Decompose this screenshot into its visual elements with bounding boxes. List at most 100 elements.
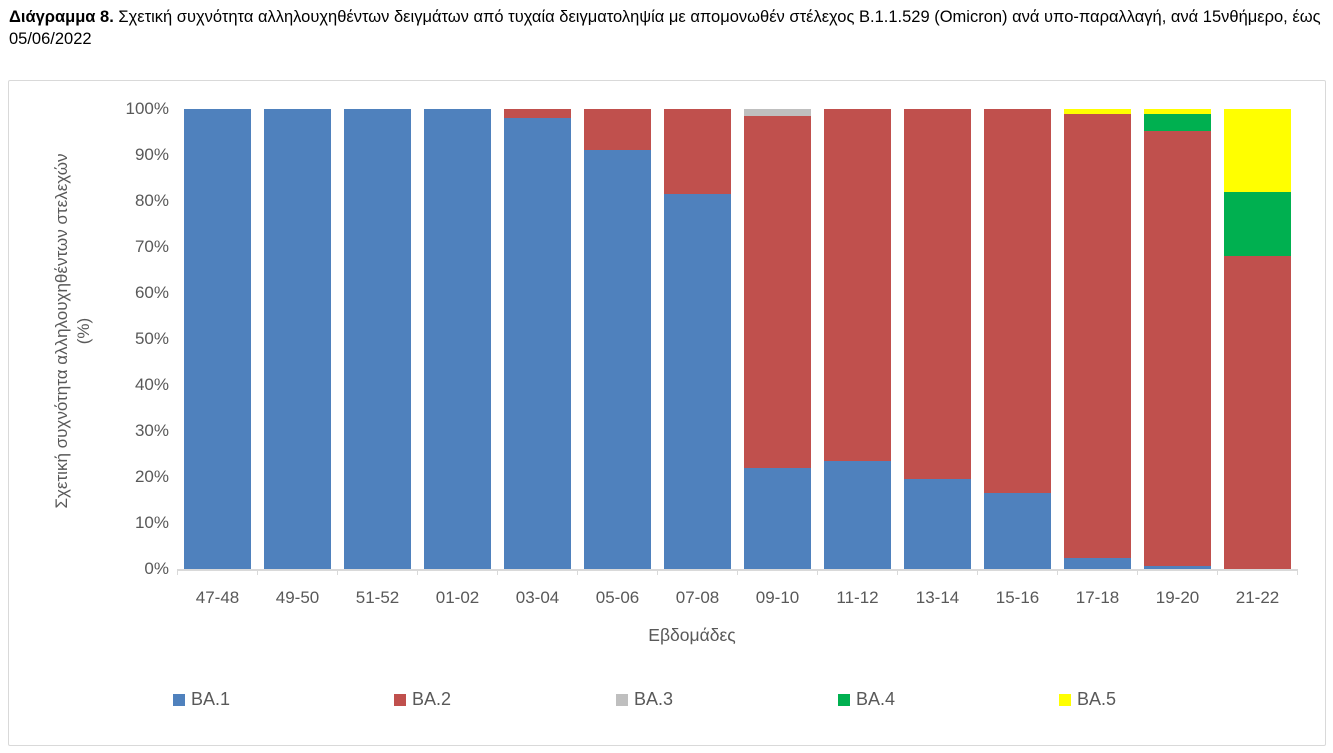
- figure-number: Διάγραμμα 8.: [9, 8, 114, 26]
- bar-21-22: [1224, 109, 1291, 569]
- legend-item-BA.5: BA.5: [1059, 689, 1116, 710]
- y-tick-label-50%: 50%: [134, 329, 169, 348]
- bar-09-10: [744, 109, 811, 569]
- x-axis-tickmark: [337, 571, 338, 575]
- legend-label-BA.4: BA.4: [856, 689, 896, 709]
- bar-segment-BA.1: [344, 109, 411, 569]
- legend: BA.1 BA.2 BA.3 BA.4 BA.5: [9, 689, 1325, 717]
- legend-label-BA.2: BA.2: [412, 689, 452, 709]
- bar-03-04: [504, 109, 571, 569]
- x-tick-label-05-06: 05-06: [595, 588, 640, 607]
- y-tick-label-30%: 30%: [134, 421, 169, 440]
- bar-segment-BA.2: [984, 109, 1051, 494]
- bar-11-12: [824, 109, 891, 569]
- x-axis-tickmark: [977, 571, 978, 575]
- bar-05-06: [584, 109, 651, 569]
- bar-segment-BA.1: [1144, 565, 1211, 569]
- bar-segment-BA.2: [824, 109, 891, 461]
- x-tick-label-47-48: 47-48: [195, 588, 240, 607]
- plot-area: [177, 109, 1298, 571]
- x-tick-label-09-10: 09-10: [755, 588, 800, 607]
- legend-marker-BA.1: [173, 693, 185, 706]
- x-tick-label-51-52: 51-52: [355, 588, 400, 607]
- y-tick-label-20%: 20%: [134, 467, 169, 486]
- x-axis-tickmark: [657, 571, 658, 575]
- bar-segment-BA.2: [584, 109, 651, 151]
- y-tick-label-100%: 100%: [125, 99, 169, 118]
- legend-label-BA.1: BA.1: [191, 689, 231, 709]
- x-axis-tickmark: [577, 571, 578, 575]
- x-axis-labels: 47-48 49-50 51-52 01-02 03-04 05-06 07-08 09-10…: [177, 587, 1298, 611]
- legend-marker-BA.5: [1059, 693, 1071, 706]
- bar-segment-BA.1: [744, 467, 811, 569]
- x-axis-tickmark: [1297, 571, 1298, 575]
- bar-segment-BA.1: [904, 479, 971, 569]
- legend-item-BA.2: BA.2: [394, 689, 451, 710]
- bar-segment-BA.2: [664, 109, 731, 195]
- x-axis-tickmark: [1057, 571, 1058, 575]
- bar-segment-BA.1: [424, 109, 491, 569]
- x-axis-tickmark: [737, 571, 738, 575]
- x-axis-tickmark: [1137, 571, 1138, 575]
- legend-label-BA.3: BA.3: [634, 689, 674, 709]
- bar-segment-BA.1: [824, 460, 891, 569]
- bar-segment-BA.1: [504, 118, 571, 569]
- bar-segment-BA.3: [744, 109, 811, 116]
- legend-label-BA.5: BA.5: [1077, 689, 1117, 709]
- x-axis-tickmark: [177, 571, 178, 575]
- bar-49-50: [264, 109, 331, 569]
- bar-17-18: [1064, 109, 1131, 569]
- bar-01-02: [424, 109, 491, 569]
- bar-segment-BA.1: [584, 150, 651, 569]
- x-tick-label-19-20: 19-20: [1155, 588, 1200, 607]
- bar-segment-BA.5: [1224, 109, 1291, 192]
- x-tick-label-03-04: 03-04: [515, 588, 560, 607]
- x-tick-label-17-18: 17-18: [1075, 588, 1120, 607]
- bar-segment-BA.5: [1144, 109, 1211, 114]
- x-axis-tickmark: [497, 571, 498, 575]
- bar-19-20: [1144, 109, 1211, 569]
- bar-segment-BA.2: [1144, 131, 1211, 566]
- legend-item-BA.4: BA.4: [838, 689, 895, 710]
- bar-segment-BA.2: [744, 115, 811, 468]
- x-tick-label-13-14: 13-14: [915, 588, 960, 607]
- bar-07-08: [664, 109, 731, 569]
- bar-13-14: [904, 109, 971, 569]
- legend-marker-BA.3: [616, 693, 628, 706]
- bar-segment-BA.2: [1224, 256, 1291, 569]
- bar-47-48: [184, 109, 251, 569]
- x-axis-title: Εβδομάδες: [648, 625, 736, 645]
- y-tick-label-90%: 90%: [134, 145, 169, 164]
- x-tick-label-01-02: 01-02: [435, 588, 480, 607]
- bar-segment-BA.5: [1064, 109, 1131, 114]
- y-axis-ticks: 0% 10% 20% 30% 40% 50% 60% 70% 80% 90% 100%: [9, 99, 169, 578]
- x-axis-tickmark: [897, 571, 898, 575]
- bar-segment-BA.1: [664, 194, 731, 569]
- y-tick-label-80%: 80%: [134, 191, 169, 210]
- legend-item-BA.3: BA.3: [616, 689, 673, 710]
- bar-segment-BA.4: [1224, 191, 1291, 257]
- legend-marker-BA.4: [838, 693, 850, 706]
- legend-item-BA.1: BA.1: [173, 689, 230, 710]
- x-axis-tickmark: [417, 571, 418, 575]
- legend-marker-BA.2: [394, 693, 406, 706]
- bar-segment-BA.1: [184, 109, 251, 569]
- x-tick-label-15-16: 15-16: [995, 588, 1040, 607]
- bar-15-16: [984, 109, 1051, 569]
- x-tick-label-21-22: 21-22: [1235, 588, 1280, 607]
- bar-segment-BA.1: [984, 493, 1051, 569]
- bar-segment-BA.2: [1064, 113, 1131, 558]
- y-tick-label-0%: 0%: [144, 559, 169, 578]
- bar-segment-BA.4: [1144, 113, 1211, 132]
- x-tick-label-07-08: 07-08: [675, 588, 720, 607]
- bar-segment-BA.1: [1064, 557, 1131, 569]
- y-tick-label-10%: 10%: [134, 513, 169, 532]
- x-tick-label-11-12: 11-12: [836, 588, 879, 607]
- bar-segment-BA.1: [264, 109, 331, 569]
- x-tick-label-49-50: 49-50: [275, 588, 320, 607]
- bar-51-52: [344, 109, 411, 569]
- bar-segment-BA.2: [504, 109, 571, 119]
- y-tick-label-60%: 60%: [134, 283, 169, 302]
- page-title: Διάγραμμα 8. Σχετική συχνότητα αλληλουχη…: [9, 6, 1329, 50]
- figure-caption: Σχετική συχνότητα αλληλουχηθέντων δειγμά…: [9, 8, 1321, 48]
